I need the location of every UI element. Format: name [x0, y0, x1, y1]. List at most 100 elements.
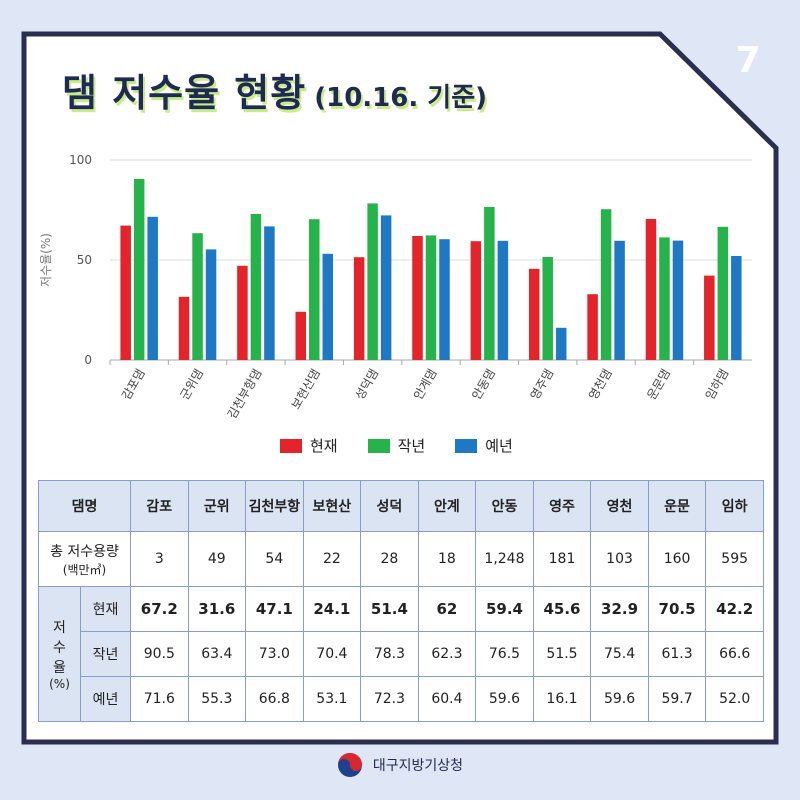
table-cell: 59.6	[475, 676, 534, 722]
column-header: 보현산	[302, 480, 362, 532]
bar-작년-김천부항댐	[250, 214, 262, 360]
table-cell: 18	[417, 531, 477, 587]
footer: 대구지방기상청	[0, 752, 800, 778]
bar-예년-김천부항댐	[264, 226, 275, 360]
table-cell: 45.6	[532, 586, 592, 632]
bar-현재-성덕댐	[353, 257, 365, 360]
table-cell: 70.5	[647, 586, 707, 632]
bar-현재-김천부항댐	[237, 265, 248, 360]
table-cell: 16.1	[532, 676, 592, 722]
legend-swatch	[455, 438, 478, 453]
table-cell: 76.5	[475, 631, 534, 677]
rate-label-char: 저	[53, 620, 66, 636]
table-cell: 66.6	[705, 631, 764, 677]
bar-예년-군위댐	[205, 249, 217, 360]
table-cell: 90.5	[130, 631, 189, 677]
rate-label-char: 율	[53, 660, 66, 676]
table-cell: 66.8	[245, 676, 304, 722]
x-tick-label: 영천댐	[585, 366, 615, 402]
bar-예년-임하댐	[731, 256, 742, 360]
bar-현재-군위댐	[178, 296, 190, 360]
bar-작년-감포댐	[133, 179, 145, 360]
table-cell: 54	[245, 531, 304, 587]
column-header: 김천부항	[245, 480, 304, 532]
column-header: 안동	[475, 480, 534, 532]
bar-예년-성덕댐	[380, 215, 392, 360]
capacity-label: 총 저수용량 (백만㎥)	[37, 531, 132, 587]
bar-작년-임하댐	[717, 226, 729, 360]
table-row-작년: 작년 90.5 63.4 73.0 70.4 78.3 62.3 76.5 51.5 75.4 61…	[39, 631, 764, 677]
table-cell: 53.1	[302, 676, 362, 722]
x-axis-ticks: 감포댐 군위댐 김천부항댐 보현산댐 성덕댐 안계댐 안동댐 영주댐 영천댐 운문댐 임하댐	[109, 360, 732, 421]
table-cell: 103	[590, 531, 649, 587]
y-tick-label: 50	[77, 253, 92, 267]
legend-item-작년: 작년	[367, 435, 426, 456]
table-cell: 62.3	[417, 631, 477, 677]
y-axis-ticks: 0 50 100	[69, 153, 92, 367]
x-tick-label: 임하댐	[703, 367, 732, 403]
bar-예년-보현산댐	[322, 253, 334, 360]
bar-예년-안동댐	[497, 240, 509, 360]
bar-예년-운문댐	[672, 240, 684, 360]
legend-label: 작년	[397, 437, 426, 455]
bar-현재-안동댐	[470, 241, 482, 360]
column-header: 성덕	[360, 480, 419, 532]
table-cell: 70.4	[302, 631, 362, 677]
table-cell: 22	[302, 531, 362, 587]
bar-작년-영천댐	[600, 209, 612, 360]
table-cell: 63.4	[187, 631, 247, 677]
table-row-현재: 저 수 율 (%) 현재 67.2 31.6 47.1 24.1 51.4 62 59.4 45.6 32…	[38, 586, 764, 722]
row-label: 현재	[79, 586, 132, 632]
x-tick-label: 군위댐	[177, 367, 206, 403]
bar-현재-영주댐	[528, 268, 540, 360]
bar-작년-보현산댐	[309, 219, 320, 360]
table-header-row: 댐명 감포 군위 김천부항 보현산 성덕 안계 안동 영주 영천 운문 임하	[37, 480, 764, 532]
table-cell: 52.0	[705, 676, 764, 722]
org-name: 대구지방기상청	[372, 758, 464, 774]
table-cell: 28	[360, 531, 419, 587]
title-main: 댐 저수율 현황	[62, 71, 307, 115]
legend-swatch	[367, 438, 390, 453]
y-tick-label: 100	[69, 153, 92, 167]
taegeuk-logo-icon	[337, 753, 362, 777]
bar-현재-안계댐	[412, 236, 423, 360]
page-number: 7	[735, 40, 761, 81]
table-cell: 61.3	[647, 631, 707, 677]
table-cell: 181	[532, 531, 592, 587]
bar-예년-영주댐	[555, 327, 567, 360]
table-cell: 78.3	[360, 631, 419, 677]
bar-예년-영천댐	[614, 240, 625, 360]
bar-현재-운문댐	[645, 219, 657, 360]
row-label: 작년	[79, 631, 132, 677]
table-cell: 31.6	[187, 586, 247, 632]
x-tick-label: 안동댐	[469, 367, 498, 403]
rate-label-char: 수	[53, 640, 66, 656]
bar-작년-성덕댐	[367, 203, 378, 360]
table-corner: 댐명	[37, 480, 132, 532]
bar-현재-임하댐	[704, 275, 715, 360]
column-header: 군위	[187, 480, 247, 532]
legend-swatch	[280, 438, 302, 453]
column-header: 운문	[647, 480, 707, 532]
x-tick-label: 안계댐	[411, 367, 440, 403]
table-cell: 32.9	[590, 586, 649, 632]
capacity-label-text: 총 저수용량	[50, 543, 119, 560]
x-tick-label: 보현산댐	[289, 367, 323, 412]
bar-작년-영주댐	[542, 257, 553, 360]
table-cell: 72.3	[360, 676, 419, 722]
table-cell: 24.1	[302, 586, 362, 632]
table-cell: 59.7	[647, 676, 707, 722]
table-cell: 71.6	[130, 676, 189, 722]
title-date: (10.16. 기준)	[314, 83, 488, 113]
bar-작년-군위댐	[192, 233, 203, 360]
bar-현재-영천댐	[587, 294, 598, 360]
row-label: 예년	[79, 676, 132, 722]
table-cell: 59.6	[590, 676, 649, 722]
reservoir-table: 댐명 감포 군위 김천부항 보현산 성덕 안계 안동 영주 영천 운문 임하 총 저수용량 (백만㎥)…	[37, 480, 764, 722]
x-tick-label: 운문댐	[644, 367, 673, 403]
x-tick-label: 영주댐	[528, 367, 557, 403]
table-cell: 75.4	[590, 631, 649, 677]
table-cell: 73.0	[245, 631, 304, 677]
chart-bars	[120, 179, 742, 360]
column-header: 영천	[590, 480, 649, 532]
